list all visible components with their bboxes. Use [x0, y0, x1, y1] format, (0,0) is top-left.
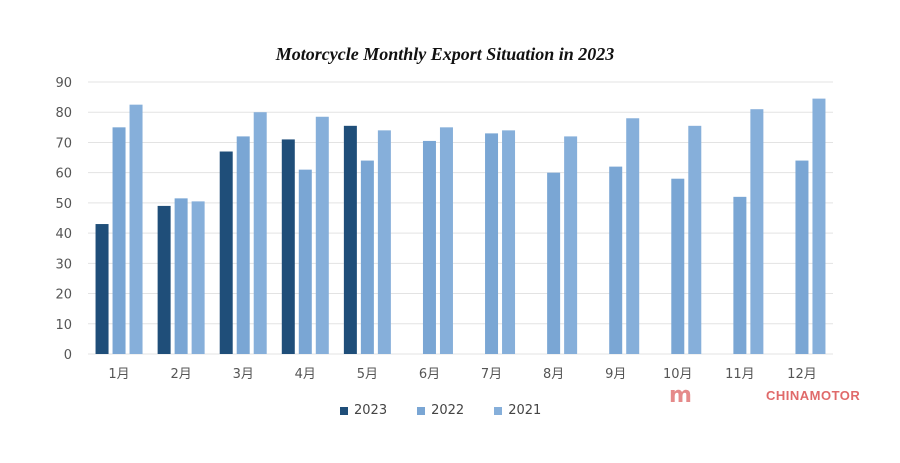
bar-2023-4: [281, 139, 295, 354]
bar-2022-9: [609, 166, 623, 354]
bar-2022-10: [671, 178, 685, 354]
legend-item-2023: 2023: [340, 403, 387, 418]
y-tick-label: 50: [55, 197, 72, 212]
y-tick-label: 0: [64, 348, 72, 363]
y-tick-label: 90: [55, 76, 72, 91]
x-tick-label: 9月: [605, 367, 626, 382]
x-tick-label: 6月: [419, 367, 440, 382]
bar-2022-8: [547, 172, 561, 354]
bar-2023-2: [157, 205, 171, 354]
legend-label: 2022: [431, 403, 465, 418]
bar-2022-6: [422, 140, 436, 354]
y-tick-label: 40: [55, 227, 72, 242]
y-tick-label: 20: [55, 288, 72, 303]
y-tick-label: 60: [55, 167, 72, 182]
legend-item-2021: 2021: [494, 403, 541, 418]
x-tick-label: 12月: [787, 367, 817, 382]
bar-2021-8: [564, 136, 578, 354]
bar-2022-11: [733, 196, 747, 354]
x-tick-label: 8月: [543, 367, 564, 382]
bar-2021-2: [191, 201, 205, 354]
legend: 2023 2022 2021: [340, 403, 541, 418]
bar-2022-3: [236, 136, 250, 354]
bar-2022-2: [174, 198, 188, 354]
bar-2022-7: [485, 133, 499, 354]
legend-label: 2023: [354, 403, 388, 418]
x-tick-label: 7月: [481, 367, 502, 382]
bar-2021-11: [750, 109, 764, 354]
bar-2021-1: [129, 104, 143, 355]
x-tick-label: 10月: [663, 367, 693, 382]
legend-swatch: [494, 406, 503, 415]
x-tick-label: 4月: [295, 367, 316, 382]
legend-label: 2021: [508, 403, 542, 418]
x-tick-label: 11月: [725, 367, 755, 382]
y-tick-label: 80: [55, 106, 72, 121]
legend-swatch: [340, 406, 348, 415]
bar-2021-6: [439, 127, 453, 354]
bar-2021-10: [688, 125, 702, 354]
legend-swatch: [417, 406, 426, 415]
bar-2022-4: [298, 169, 312, 354]
legend-item-2022: 2022: [417, 403, 464, 418]
bar-2023-1: [95, 224, 109, 354]
bar-2022-5: [360, 160, 374, 354]
bar-2022-12: [795, 160, 809, 354]
bar-2021-5: [377, 130, 391, 354]
x-tick-label: 3月: [233, 367, 254, 382]
watermark-text: CHINAMOTOR: [766, 388, 861, 403]
y-tick-label: 30: [55, 257, 72, 272]
chart-title: Motorcycle Monthly Export Situation in 2…: [275, 44, 615, 64]
bar-2021-4: [315, 116, 329, 354]
bar-2022-1: [112, 127, 126, 354]
watermark-logo: m: [669, 383, 692, 408]
bar-2021-7: [502, 130, 516, 354]
bar-2021-12: [812, 98, 826, 354]
x-tick-label: 2月: [170, 367, 191, 382]
y-tick-label: 70: [55, 136, 72, 151]
bar-2021-3: [253, 112, 267, 354]
x-tick-label: 1月: [108, 367, 129, 382]
x-tick-label: 5月: [357, 367, 378, 382]
bar-2021-9: [626, 118, 640, 355]
bar-2023-5: [343, 125, 357, 354]
bar-2023-3: [219, 151, 233, 354]
y-tick-label: 10: [55, 318, 72, 333]
